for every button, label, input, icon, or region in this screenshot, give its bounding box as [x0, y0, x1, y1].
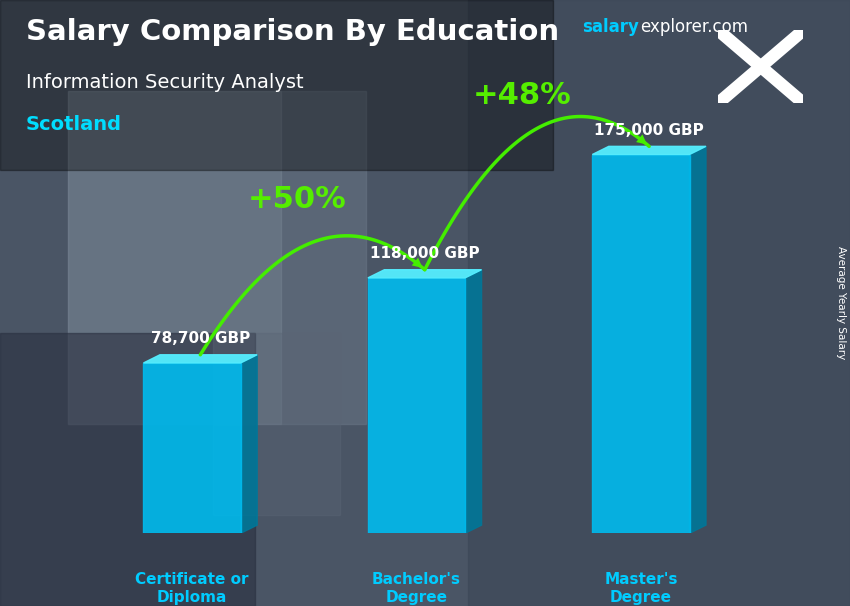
Text: +48%: +48%	[473, 81, 571, 110]
Polygon shape	[689, 147, 706, 533]
Text: +50%: +50%	[248, 185, 347, 214]
Text: Master's
Degree: Master's Degree	[604, 572, 677, 605]
Polygon shape	[465, 270, 482, 533]
Bar	[0, 333, 255, 606]
Text: 118,000 GBP: 118,000 GBP	[370, 246, 479, 261]
Text: Certificate or
Diploma: Certificate or Diploma	[135, 572, 249, 605]
Text: 175,000 GBP: 175,000 GBP	[594, 122, 704, 138]
Bar	[368, 278, 465, 533]
Text: explorer.com: explorer.com	[640, 18, 748, 36]
Text: Scotland: Scotland	[26, 115, 122, 134]
Bar	[212, 333, 340, 515]
Text: 78,700 GBP: 78,700 GBP	[150, 331, 250, 346]
Bar	[144, 363, 241, 533]
Text: Bachelor's
Degree: Bachelor's Degree	[372, 572, 461, 605]
Bar	[468, 0, 850, 606]
Polygon shape	[241, 355, 258, 533]
Text: Information Security Analyst: Information Security Analyst	[26, 73, 303, 92]
Text: salary: salary	[582, 18, 639, 36]
Text: Salary Comparison By Education: Salary Comparison By Education	[26, 18, 558, 46]
Polygon shape	[144, 355, 258, 363]
Bar	[68, 91, 366, 424]
Bar	[592, 155, 689, 533]
Bar	[0, 0, 552, 170]
Polygon shape	[368, 270, 482, 278]
Polygon shape	[592, 147, 706, 155]
Bar	[68, 91, 280, 424]
Text: Average Yearly Salary: Average Yearly Salary	[836, 247, 846, 359]
